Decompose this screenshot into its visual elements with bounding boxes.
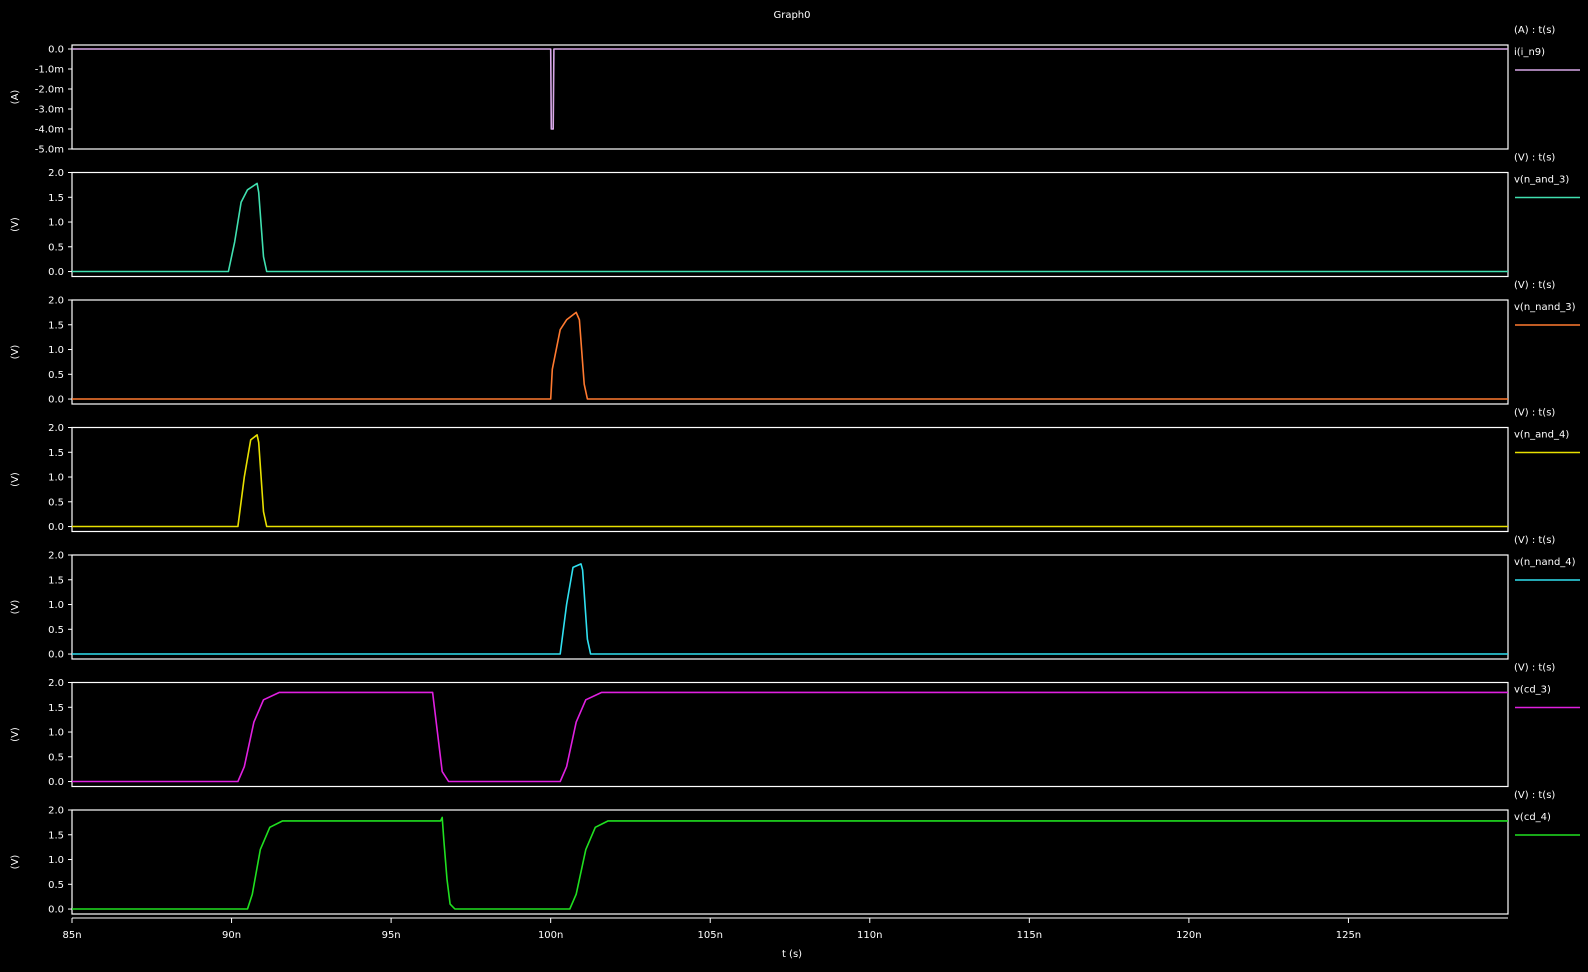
y-tick-label: 2.0 xyxy=(48,423,64,434)
chart-panel-3: 0.0 0.5 1.0 1.5 2.0 (V) (V) : t(s) v(n_nand_3) xyxy=(10,280,1580,406)
chart-panel-7: 0.0 0.5 1.0 1.5 2.0 (V) (V) : t(s) v(cd_4) xyxy=(10,790,1580,916)
y-tick-label: 0.5 xyxy=(48,625,64,636)
x-tick-label: 125n xyxy=(1336,930,1361,941)
y-tick-label: 0.5 xyxy=(48,497,64,508)
graph-title: Graph0 xyxy=(773,10,810,21)
legend-label: v(cd_3) xyxy=(1514,685,1551,696)
y-tick-label: 0.0 xyxy=(48,777,64,788)
legend-label: v(n_nand_4) xyxy=(1514,557,1576,568)
chart-panel-1: 0.0 -1.0m -2.0m -3.0m -4.0m -5.0m (A) (A) : t(s… xyxy=(10,25,1580,156)
axis-header: (V) : t(s) xyxy=(1514,790,1555,801)
legend-label: v(n_and_3) xyxy=(1514,175,1569,186)
x-tick-label: 105n xyxy=(698,930,723,941)
y-tick-label: 0.0 xyxy=(48,45,64,56)
y-axis-label: (V) xyxy=(10,217,21,232)
plot-frame xyxy=(71,426,1509,533)
y-tick-label: 1.5 xyxy=(48,575,64,586)
y-tick-label: 0.0 xyxy=(48,905,64,916)
x-axis-label: t (s) xyxy=(782,949,802,960)
series-line-v(n_and_4) xyxy=(72,434,1508,528)
y-axis-label: (V) xyxy=(10,727,21,742)
y-tick-label: 1.5 xyxy=(48,448,64,459)
x-tick-label: 95n xyxy=(382,930,401,941)
x-tick-label: 120n xyxy=(1176,930,1201,941)
y-tick-label: -2.0m xyxy=(35,85,64,96)
chart-panel-6: 0.0 0.5 1.0 1.5 2.0 (V) (V) : t(s) v(cd_3) xyxy=(10,663,1580,788)
series-line-v(n_nand_3) xyxy=(72,311,1508,400)
series-line-v(n_nand_4) xyxy=(72,563,1508,655)
y-tick-label: 0.5 xyxy=(48,880,64,891)
axis-header: (V) : t(s) xyxy=(1514,408,1555,419)
axis-header: (V) : t(s) xyxy=(1514,280,1555,291)
y-tick-label: 0.0 xyxy=(48,267,64,278)
chart-panel-4: 0.0 0.5 1.0 1.5 2.0 (V) (V) : t(s) v(n_and_4) xyxy=(10,408,1580,533)
series-line-v(cd_4) xyxy=(72,816,1508,910)
axis-header: (V) : t(s) xyxy=(1514,663,1555,674)
plot-frame xyxy=(71,809,1509,915)
plot-frame xyxy=(71,299,1509,405)
series-line-v(cd_3) xyxy=(72,691,1508,783)
x-tick-label: 85n xyxy=(62,930,81,941)
y-tick-label: 1.0 xyxy=(48,218,64,229)
y-tick-label: 1.5 xyxy=(48,830,64,841)
time-axis: 85n 90n 95n 100n 105n 110n 115n 120n 125n xyxy=(62,917,1508,941)
legend-label: i(i_n9) xyxy=(1514,47,1545,58)
axis-header: (V) : t(s) xyxy=(1514,153,1555,164)
y-tick-label: 2.0 xyxy=(48,296,64,307)
y-tick-label: -5.0m xyxy=(35,145,64,156)
y-tick-label: 0.0 xyxy=(48,650,64,661)
y-tick-label: -4.0m xyxy=(35,125,64,136)
y-tick-label: 0.5 xyxy=(48,370,64,381)
legend-label: v(cd_4) xyxy=(1514,812,1551,823)
y-tick-label: 2.0 xyxy=(48,806,64,817)
x-tick-label: 100n xyxy=(538,930,563,941)
y-tick-label: 2.0 xyxy=(48,551,64,562)
plot-frame xyxy=(71,554,1509,660)
y-axis-label: (V) xyxy=(10,472,21,487)
plot-frame xyxy=(71,171,1509,278)
axis-header: (A) : t(s) xyxy=(1514,25,1555,36)
y-tick-label: -3.0m xyxy=(35,105,64,116)
y-tick-label: 0.5 xyxy=(48,242,64,253)
y-tick-label: 1.5 xyxy=(48,193,64,204)
y-tick-label: 1.5 xyxy=(48,320,64,331)
y-tick-label: 1.5 xyxy=(48,703,64,714)
x-tick-label: 110n xyxy=(857,930,882,941)
axis-header: (V) : t(s) xyxy=(1514,535,1555,546)
series-line-v(n_and_3) xyxy=(72,182,1508,273)
legend-label: v(n_and_4) xyxy=(1514,430,1569,441)
y-tick-label: -1.0m xyxy=(35,65,64,76)
y-tick-label: 2.0 xyxy=(48,168,64,179)
y-axis-label: (V) xyxy=(10,855,21,870)
chart-panel-2: 0.0 0.5 1.0 1.5 2.0 (V) (V) : t(s) v(n_and_3) xyxy=(10,153,1580,278)
y-tick-label: 1.0 xyxy=(48,600,64,611)
y-tick-label: 1.0 xyxy=(48,473,64,484)
legend-label: v(n_nand_3) xyxy=(1514,302,1576,313)
y-tick-label: 1.0 xyxy=(48,855,64,866)
y-axis-label: (V) xyxy=(10,345,21,360)
y-tick-label: 0.5 xyxy=(48,752,64,763)
y-tick-label: 1.0 xyxy=(48,728,64,739)
x-tick-label: 115n xyxy=(1017,930,1042,941)
x-tick-label: 90n xyxy=(222,930,241,941)
y-tick-label: 0.0 xyxy=(48,395,64,406)
y-tick-label: 2.0 xyxy=(48,678,64,689)
y-axis-label: (V) xyxy=(10,600,21,615)
y-axis-label: (A) xyxy=(10,90,21,105)
y-tick-label: 0.0 xyxy=(48,522,64,533)
y-tick-label: 1.0 xyxy=(48,345,64,356)
series-line-i(i_n9) xyxy=(72,48,1508,130)
plot-frame xyxy=(71,681,1509,788)
plot-frame xyxy=(71,44,1509,150)
chart-panel-5: 0.0 0.5 1.0 1.5 2.0 (V) (V) : t(s) v(n_nand_4) xyxy=(10,535,1580,661)
